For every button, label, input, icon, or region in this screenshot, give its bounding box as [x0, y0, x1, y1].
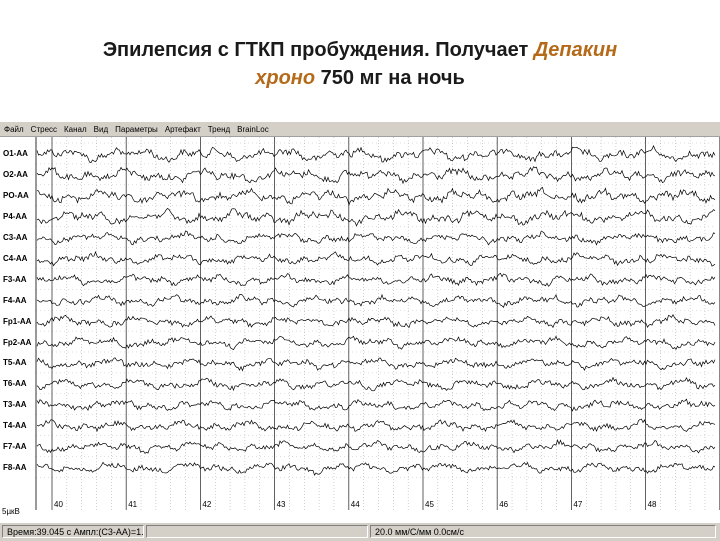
time-tick-label: 48	[648, 500, 657, 509]
time-tick-label: 42	[202, 500, 211, 509]
channel-label[interactable]: C4-AA	[3, 253, 28, 263]
eeg-trace-f8-aa	[36, 461, 716, 476]
title-drug-form: хроно	[255, 67, 316, 89]
channel-label[interactable]: C3-AA	[3, 233, 28, 243]
eeg-trace-po-aa	[36, 186, 716, 206]
eeg-trace-t5-aa	[36, 357, 716, 372]
time-tick-label: 46	[499, 500, 508, 509]
eeg-trace-fp2-aa	[36, 335, 716, 351]
menu-stress[interactable]: Стресс	[30, 124, 58, 134]
eeg-trace-o1-aa	[36, 145, 716, 164]
title-drug-name: Депакин	[533, 39, 618, 61]
status-time-amplitude: Время:39.045 с Ампл:(C3-AA)=1.0мкВ	[2, 525, 144, 538]
channel-label[interactable]: O1-AA	[3, 149, 28, 159]
channel-label[interactable]: O2-AA	[3, 170, 28, 180]
eeg-viewer-window: Файл Стресс Канал Вид Параметры Артефакт…	[0, 122, 720, 541]
amplitude-scale-label: 5µкВ	[2, 507, 20, 516]
channel-label[interactable]: PO-AA	[3, 191, 29, 201]
time-tick-label: 40	[54, 500, 63, 509]
status-sweep-speed: 20.0 мм/С/мм 0.0см/с	[370, 525, 716, 538]
channel-label[interactable]: Fp2-AA	[3, 337, 32, 347]
channel-label[interactable]: F7-AA	[3, 442, 27, 452]
eeg-trace-f7-aa	[36, 439, 716, 454]
channel-label[interactable]: T6-AA	[3, 379, 27, 389]
eeg-trace-t6-aa	[36, 376, 716, 392]
menu-view[interactable]: Вид	[93, 124, 109, 134]
channel-label[interactable]: T5-AA	[3, 358, 27, 368]
eeg-trace-f3-aa	[36, 272, 716, 287]
menu-parameters[interactable]: Параметры	[115, 124, 158, 134]
time-tick-label: 45	[425, 500, 434, 509]
eeg-trace-f4-aa	[36, 293, 716, 308]
menu-trend[interactable]: Тренд	[207, 124, 231, 134]
time-tick-label: 43	[277, 500, 286, 509]
status-bar: Время:39.045 с Ампл:(C3-AA)=1.0мкВ 20.0 …	[0, 522, 720, 541]
eeg-trace-t4-aa	[36, 418, 716, 433]
menu-artifact[interactable]: Артефакт	[164, 124, 201, 134]
channel-label[interactable]: P4-AA	[3, 212, 28, 222]
time-tick-label: 41	[128, 500, 137, 509]
title-dose: 750 мг на ночь	[315, 67, 465, 89]
menu-file[interactable]: Файл	[4, 124, 24, 134]
status-empty-panel	[146, 525, 368, 538]
time-tick-label: 47	[573, 500, 582, 509]
channel-label[interactable]: T4-AA	[3, 421, 27, 431]
channel-label[interactable]: F4-AA	[3, 295, 27, 305]
title-line1-text: Эпилепсия с ГТКП пробуждения. Получает	[102, 39, 534, 61]
eeg-trace-fp1-aa	[36, 313, 716, 329]
eeg-trace-area[interactable]: 40414243444546474849	[0, 137, 720, 510]
eeg-trace-p4-aa	[36, 207, 716, 227]
slide-title: Эпилепсия с ГТКП пробуждения. Получает Д…	[0, 36, 720, 92]
menu-brainloc[interactable]: BrainLoc	[237, 124, 269, 134]
menu-bar: Файл Стресс Канал Вид Параметры Артефакт…	[0, 122, 720, 137]
channel-label-column: O1-AA O2-AA PO-AA P4-AA C3-AA C4-AA F3-AA F4-AA…	[0, 137, 36, 510]
channel-label[interactable]: Fp1-AA	[3, 316, 32, 326]
channel-label[interactable]: T3-AA	[3, 400, 27, 410]
channel-label[interactable]: F8-AA	[3, 462, 27, 472]
eeg-trace-o2-aa	[36, 166, 716, 185]
eeg-trace-t3-aa	[36, 398, 716, 412]
eeg-trace-c3-aa	[36, 230, 716, 246]
eeg-trace-c4-aa	[36, 250, 716, 267]
menu-channel[interactable]: Канал	[64, 124, 87, 134]
channel-label[interactable]: F3-AA	[3, 274, 27, 284]
time-tick-label: 44	[351, 500, 360, 509]
